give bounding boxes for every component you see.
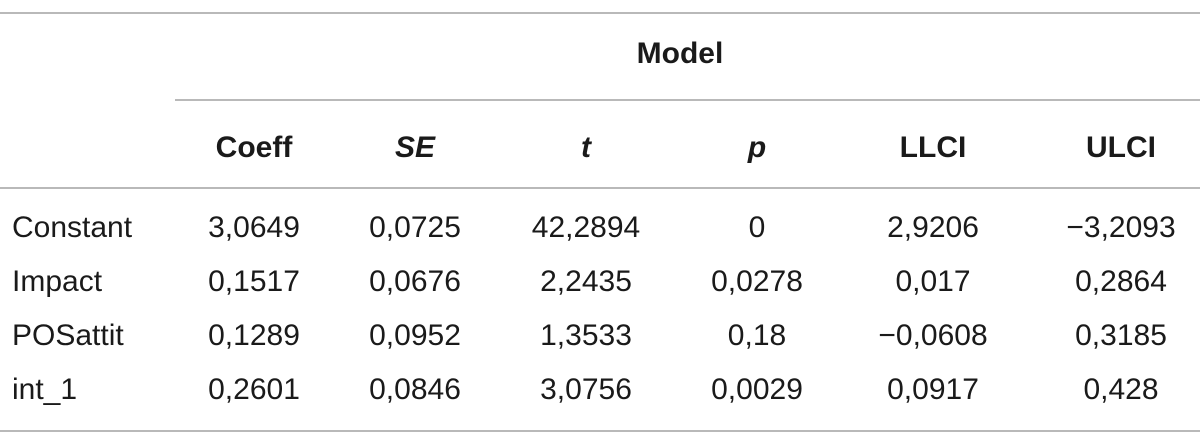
- column-header-llci: LLCI: [899, 131, 967, 164]
- row-label-posattit: POSattit: [12, 319, 124, 352]
- model-group-header: Model: [636, 37, 724, 70]
- table-cell: 0,3185: [1075, 319, 1167, 352]
- table-cell: 0,0846: [369, 373, 461, 406]
- table-cell: 0,0952: [369, 319, 461, 352]
- table-cell: 0,0278: [711, 265, 803, 298]
- table-cell: −3,2093: [1066, 211, 1176, 244]
- table-cell: 0,2864: [1075, 265, 1167, 298]
- row-label-int-1: int_1: [12, 373, 78, 406]
- table-cell: 0,0029: [711, 373, 803, 406]
- table-bottom-rule: [0, 430, 1200, 432]
- table-cell: 0,1517: [208, 265, 300, 298]
- table-cell: 0,0725: [369, 211, 461, 244]
- table-cell: 42,2894: [531, 211, 641, 244]
- table-cell: 2,2435: [540, 265, 632, 298]
- table-cell: 0,0676: [369, 265, 461, 298]
- model-header-rule: [175, 99, 1200, 101]
- column-header-ulci: ULCI: [1086, 131, 1156, 164]
- row-label-constant: Constant: [12, 211, 133, 244]
- table-cell: 0,0917: [887, 373, 979, 406]
- table-cell: 0,1289: [208, 319, 300, 352]
- table-cell: 3,0649: [208, 211, 300, 244]
- table-top-rule: [0, 12, 1200, 14]
- table-cell: 1,3533: [540, 319, 632, 352]
- table-cell: 0,18: [727, 319, 787, 352]
- column-header-t: t: [581, 131, 591, 164]
- column-header-se: SE: [394, 131, 436, 164]
- row-label-impact: Impact: [12, 265, 103, 298]
- table-cell: 3,0756: [540, 373, 632, 406]
- column-header-coeff: Coeff: [215, 131, 293, 164]
- table-cell: 0,017: [895, 265, 971, 298]
- header-bottom-rule: [0, 187, 1200, 189]
- column-header-p: p: [747, 131, 767, 164]
- table-cell: 0: [748, 211, 766, 244]
- table-cell: 2,9206: [887, 211, 979, 244]
- table-cell: 0,428: [1083, 373, 1159, 406]
- table-cell: −0,0608: [878, 319, 988, 352]
- table-cell: 0,2601: [208, 373, 300, 406]
